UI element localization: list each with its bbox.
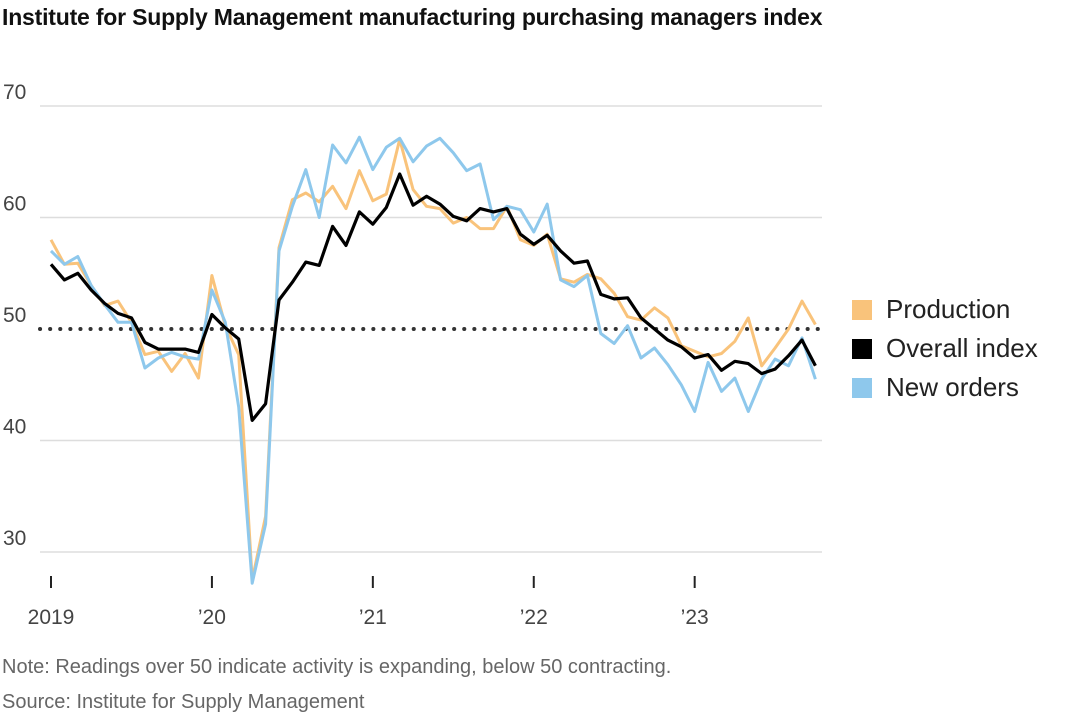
y-tick-label: 70 [3, 81, 26, 104]
y-tick-label: 50 [3, 304, 26, 327]
legend-label: Overall index [886, 333, 1038, 363]
legend-swatch [852, 377, 872, 398]
y-tick-label: 60 [3, 193, 26, 216]
chart-note: Note: Readings over 50 indicate activity… [2, 656, 672, 678]
x-tick-label: ’21 [359, 606, 387, 629]
series-line-production [49, 137, 817, 582]
legend-label: New orders [886, 372, 1019, 402]
legend: Production Overall index New orders [852, 290, 1038, 407]
chart-source: Source: Institute for Supply Management [2, 691, 365, 713]
y-tick-label: 30 [3, 527, 26, 550]
x-tick-label: ’22 [520, 606, 548, 629]
legend-swatch [852, 338, 872, 359]
x-tick-label: ’23 [681, 606, 709, 629]
legend-item-new-orders: New orders [852, 368, 1038, 407]
y-tick-label: 40 [3, 416, 26, 439]
series-line-overall-index [49, 172, 817, 422]
legend-item-overall: Overall index [852, 329, 1038, 368]
legend-item-production: Production [852, 290, 1038, 329]
x-tick-label: ’20 [198, 606, 226, 629]
chart-title: Institute for Supply Management manufact… [2, 4, 823, 30]
x-tick-label: 2019 [28, 606, 75, 629]
legend-swatch [852, 299, 872, 320]
legend-label: Production [886, 294, 1011, 324]
series-line-new-orders [49, 135, 817, 585]
